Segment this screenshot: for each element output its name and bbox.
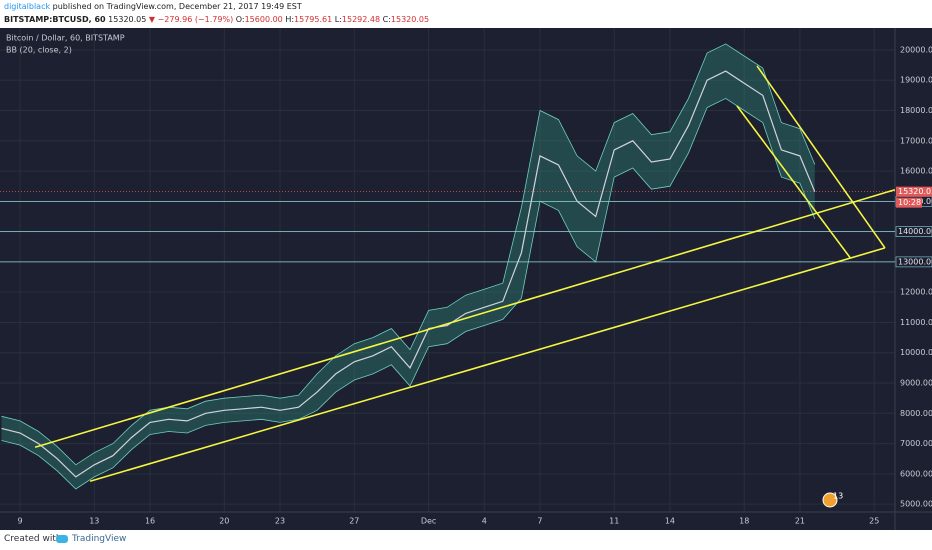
x-tick-label: 4 bbox=[482, 517, 487, 526]
y-tick-label: 20000.00 bbox=[900, 45, 932, 54]
last-price-label: 15320.05 bbox=[898, 187, 932, 196]
x-tick-label: 7 bbox=[537, 517, 542, 526]
y-tick-label: 5000.00 bbox=[900, 500, 932, 509]
publish-line: digitalblack published on TradingView.co… bbox=[4, 2, 302, 11]
y-tick-label: 18000.00 bbox=[900, 106, 932, 115]
band-lower bbox=[1, 97, 816, 490]
x-tick-label: 9 bbox=[18, 517, 23, 526]
author[interactable]: digitalblack bbox=[4, 2, 51, 11]
band-fill bbox=[1, 43, 815, 490]
header: digitalblack published on TradingView.co… bbox=[0, 0, 932, 28]
high-label: H: bbox=[285, 15, 295, 24]
y-tick-label: 16000.00 bbox=[900, 167, 932, 176]
x-tick-label: 11 bbox=[609, 517, 619, 526]
x-tick-label: 13 bbox=[89, 517, 99, 526]
indicator-label: BB (20, close, 2) bbox=[6, 46, 72, 55]
x-tick-label: 18 bbox=[739, 517, 749, 526]
x-tick-label: 27 bbox=[349, 517, 359, 526]
y-tick-label: 9000.00 bbox=[900, 379, 932, 388]
chart: Bitcoin / Dollar, 60, BITSTAMP BB (20, c… bbox=[0, 28, 932, 530]
y-tick-label: 17000.00 bbox=[900, 136, 932, 145]
created: Created with bbox=[4, 534, 62, 544]
symbol: BITSTAMP:BTCUSD, 60 bbox=[4, 15, 106, 24]
x-tick-label: 23 bbox=[275, 517, 285, 526]
level-label: 14000.00 bbox=[898, 227, 932, 236]
level-box bbox=[895, 256, 932, 268]
level-label: 13000.00 bbox=[898, 257, 932, 266]
low: 15292.48 bbox=[341, 15, 381, 24]
trendline bbox=[756, 65, 886, 249]
band-upper bbox=[1, 43, 816, 466]
logo bbox=[56, 535, 68, 543]
x-tick-label: 25 bbox=[869, 517, 879, 526]
change: ▼ −279.96 (−1.79%) bbox=[148, 15, 234, 24]
published: published on TradingView.com, December 2… bbox=[52, 2, 302, 11]
open-label: O: bbox=[235, 15, 245, 24]
close: 15320.05 bbox=[390, 15, 430, 24]
close-label: C: bbox=[382, 15, 391, 24]
countdown-box bbox=[896, 197, 922, 208]
footer: Created with TradingView bbox=[0, 530, 932, 550]
last-price-box bbox=[896, 186, 932, 197]
trendline bbox=[34, 188, 896, 449]
high: 15795.61 bbox=[294, 15, 333, 24]
y-tick-label: 8000.00 bbox=[900, 409, 932, 418]
y-tick-label: 7000.00 bbox=[900, 439, 932, 448]
y-tick-label: 6000.00 bbox=[900, 469, 932, 478]
x-tick-label: 14 bbox=[665, 517, 675, 526]
open: 15600.00 bbox=[244, 15, 283, 24]
event-badge bbox=[822, 492, 838, 508]
chart-background bbox=[0, 28, 932, 530]
countdown: 10:28 bbox=[898, 198, 921, 207]
level-box bbox=[895, 226, 932, 237]
y-tick-label: 11000.00 bbox=[900, 318, 932, 327]
y-tick-label: 10000.00 bbox=[900, 348, 932, 357]
x-tick-label: 21 bbox=[795, 517, 805, 526]
low-label: L: bbox=[334, 15, 342, 24]
price-line bbox=[1, 70, 816, 478]
x-tick-label: 20 bbox=[219, 517, 229, 526]
x-tick-label: Dec bbox=[421, 517, 436, 526]
trendline bbox=[736, 105, 851, 259]
y-tick-label: 12000.00 bbox=[900, 288, 932, 297]
x-tick-label: 16 bbox=[145, 517, 155, 526]
brand[interactable]: TradingView bbox=[72, 534, 127, 544]
quote-line: BITSTAMP:BTCUSD, 60 15320.05 ▼ −279.96 (… bbox=[4, 15, 429, 24]
event-badge-label: 13 bbox=[833, 492, 843, 501]
trendline bbox=[89, 247, 886, 482]
last: 15320.05 bbox=[108, 15, 147, 24]
y-tick-label: 19000.00 bbox=[900, 76, 932, 85]
chart-title: Bitcoin / Dollar, 60, BITSTAMP bbox=[6, 34, 125, 43]
